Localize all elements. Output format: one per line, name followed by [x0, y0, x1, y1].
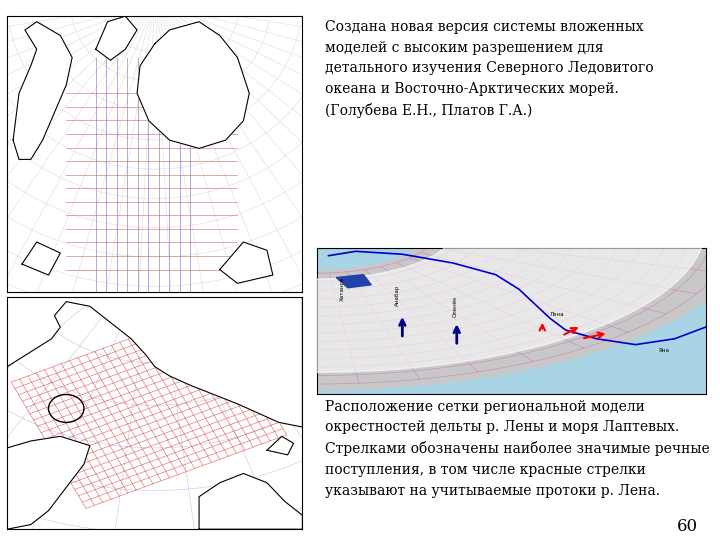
Polygon shape	[96, 16, 137, 60]
Polygon shape	[336, 275, 372, 288]
Text: 60: 60	[678, 518, 698, 535]
Polygon shape	[7, 436, 90, 529]
Polygon shape	[137, 22, 249, 148]
Text: Анабар: Анабар	[395, 285, 400, 306]
Polygon shape	[0, 228, 706, 372]
Polygon shape	[13, 22, 72, 159]
Text: Лена: Лена	[550, 312, 564, 316]
Polygon shape	[0, 226, 720, 390]
Polygon shape	[7, 297, 302, 427]
Text: Яна: Яна	[659, 348, 670, 353]
Text: Хатанга: Хатанга	[340, 277, 345, 301]
Polygon shape	[22, 242, 60, 275]
Polygon shape	[199, 474, 302, 529]
Polygon shape	[267, 436, 294, 455]
Polygon shape	[220, 242, 273, 284]
Text: Оленёк: Оленёк	[453, 296, 458, 318]
Text: Создана новая версия системы вложенных
моделей с высоким разрешением для
детальн: Создана новая версия системы вложенных м…	[325, 20, 653, 118]
Text: Расположение сетки региональной модели
окрестностей дельты р. Лены и моря Лаптев: Расположение сетки региональной модели о…	[325, 400, 709, 497]
